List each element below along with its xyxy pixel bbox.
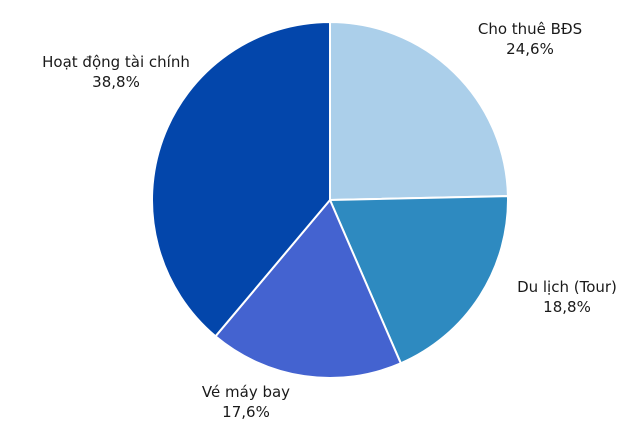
slice-value-label: 38,8% [92, 73, 140, 91]
pie-labels: Cho thuê BĐS 24,6% Du lịch (Tour) 18,8% Vé m… [42, 20, 617, 421]
pie-slice [328, 195, 509, 365]
pie-slice [151, 20, 331, 338]
slice-label: Cho thuê BĐS [478, 20, 582, 38]
slice-value-label: 17,6% [222, 403, 270, 421]
slice-label: Hoạt động tài chính [42, 53, 190, 71]
pie-slice [329, 20, 509, 202]
slice-value-label: 18,8% [543, 298, 591, 316]
slice-label: Du lịch (Tour) [517, 278, 617, 296]
slice-label: Vé máy bay [202, 383, 290, 401]
pie-slice [214, 198, 403, 379]
pie-slices [151, 20, 509, 379]
slice-value-label: 24,6% [506, 40, 554, 58]
